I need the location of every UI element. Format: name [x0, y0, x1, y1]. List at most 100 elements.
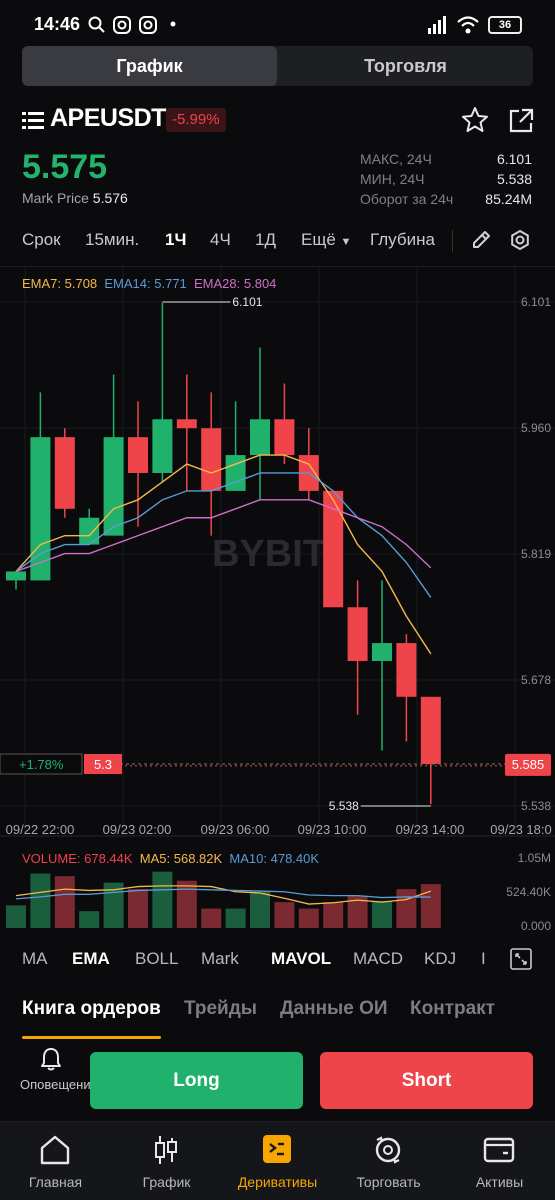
change-badge: -5.99% [166, 108, 226, 132]
ema14-legend: EMA14: 5.771 [104, 276, 187, 291]
long-button[interactable]: Long [90, 1052, 303, 1109]
indicator-bar: MA EMA BOLL Mark MAVOL MACD KDJ I [0, 946, 555, 974]
volume-ma10-line [15, 888, 431, 900]
ind-ma[interactable]: MA [22, 949, 48, 968]
fullscreen-icon[interactable] [510, 948, 532, 970]
tab-oi-data[interactable]: Данные ОИ [280, 998, 388, 1019]
nav-chart[interactable]: График [111, 1122, 222, 1200]
ind-kdj[interactable]: KDJ [424, 949, 457, 968]
price-chart[interactable]: BYBIT 6.101 5.960 5.819 5.678 5.538 6.101 5.538… [0, 266, 555, 938]
signal-icon [428, 16, 446, 34]
candle-body [420, 696, 441, 764]
time-axis-label: 09/23 14:00 [396, 822, 465, 837]
volume-bar [176, 880, 197, 928]
tab-trade[interactable]: Торговля [364, 56, 447, 76]
volume-bar [420, 884, 441, 928]
ind-ema[interactable]: EMA [72, 949, 110, 968]
candle-body [176, 419, 197, 429]
stat-low-label: МИН, 24Ч [360, 171, 425, 187]
trade-icon [375, 1136, 401, 1164]
volume-bar [201, 908, 222, 928]
derivatives-icon [263, 1135, 291, 1163]
mark-price-value: 5.576 [92, 190, 128, 206]
share-external-icon[interactable] [507, 107, 535, 135]
candle-body [201, 428, 222, 491]
ind-more[interactable]: I [481, 949, 486, 968]
nav-assets[interactable]: Активы [444, 1122, 555, 1200]
ind-mark[interactable]: Mark [201, 949, 239, 968]
volume-axis-label: 1.05M [518, 851, 551, 865]
timeframe-bar: Срок 15мин. 1Ч 4Ч 1Д Ещё ▼ Глубина [0, 226, 555, 256]
view-segment: График Торговля [22, 46, 533, 86]
settings-gear-icon[interactable] [509, 229, 531, 251]
ind-macd[interactable]: MACD [353, 949, 404, 968]
candle-body [372, 643, 392, 661]
caret-down-icon: ▼ [340, 236, 352, 248]
bottom-nav: Главная График Деривативы Торговать Акти… [0, 1121, 555, 1200]
candle-body [79, 517, 100, 545]
position-size: 5.3 [94, 757, 112, 772]
active-tab-underline [22, 1036, 161, 1039]
position-pnl-box [0, 753, 83, 775]
tab-orderbook[interactable]: Книга ордеров [22, 998, 161, 1019]
candles-icon [155, 1136, 177, 1164]
price-axis-label: 5.678 [521, 673, 551, 687]
time-axis-label: 09/22 22:00 [6, 822, 75, 837]
candle-body [347, 607, 368, 661]
volume-bar [396, 889, 417, 928]
volume-axis-label: 524.40K [506, 885, 551, 899]
bell-icon [41, 1048, 61, 1071]
pencil-draw-icon[interactable] [470, 229, 492, 251]
time-axis-label: 09/23 10:00 [298, 822, 367, 837]
position-pnl: +1.78% [19, 757, 64, 772]
time-axis-label: 09/23 02:00 [103, 822, 172, 837]
mark-price: Mark Price 5.576 [22, 190, 128, 206]
favorite-star-icon[interactable] [461, 106, 489, 134]
volume-bar [225, 908, 246, 928]
tf-1d[interactable]: 1Д [255, 230, 276, 249]
ind-mavol[interactable]: MAVOL [271, 949, 332, 968]
nav-home[interactable]: Главная [0, 1122, 111, 1200]
tab-chart[interactable]: График [22, 46, 277, 86]
volume-bar [6, 905, 26, 928]
candle-body [274, 419, 295, 456]
ema28-legend: EMA28: 5.804 [194, 276, 277, 291]
nav-trade[interactable]: Торговать [333, 1122, 444, 1200]
min-price-label: 5.538 [329, 799, 359, 813]
candle-body [152, 419, 173, 473]
volume-bar [347, 895, 368, 928]
tf-depth[interactable]: Глубина [370, 230, 435, 249]
tf-term[interactable]: Срок [22, 230, 61, 249]
price-axis-label: 5.960 [521, 421, 551, 435]
volume-bar [250, 891, 270, 928]
nav-derivatives[interactable]: Деривативы [222, 1122, 333, 1200]
status-time: 14:46 [34, 14, 81, 34]
volume-ma5-line [15, 885, 432, 905]
max-price-label: 6.101 [232, 295, 262, 309]
ma5-legend: MA5: 568.82K [139, 851, 223, 866]
tab-trades[interactable]: Трейды [184, 998, 258, 1019]
alerts-button[interactable]: Оповещения [20, 1046, 98, 1118]
tf-4h[interactable]: 4Ч [210, 230, 231, 249]
instagram-status-icon [113, 16, 131, 34]
volume-bar [298, 908, 319, 928]
candle-body [250, 419, 270, 456]
tf-15m[interactable]: 15мин. [85, 230, 140, 249]
stat-turnover-label: Оборот за 24ч [360, 191, 454, 207]
volume-bar [79, 911, 100, 928]
menu-list-icon[interactable] [22, 110, 44, 130]
volume-bar [128, 889, 148, 928]
price-axis-label: 5.538 [521, 799, 551, 813]
watermark-text: BYBIT [212, 533, 326, 575]
tf-1h[interactable]: 1Ч [165, 230, 187, 249]
symbol-name[interactable]: APEUSDT [50, 104, 166, 132]
price-axis-label: 5.819 [521, 547, 551, 561]
ind-boll[interactable]: BOLL [135, 949, 179, 968]
tf-more[interactable]: Ещё ▼ [301, 230, 351, 250]
short-button[interactable]: Short [320, 1052, 533, 1109]
volume-bar [152, 871, 173, 928]
divider [452, 230, 453, 252]
ema-legend: EMA7: 5.708 EMA14: 5.771 EMA28: 5.804 [22, 276, 276, 291]
alerts-label: Оповещения [20, 1077, 98, 1092]
tab-contract[interactable]: Контракт [410, 998, 495, 1019]
